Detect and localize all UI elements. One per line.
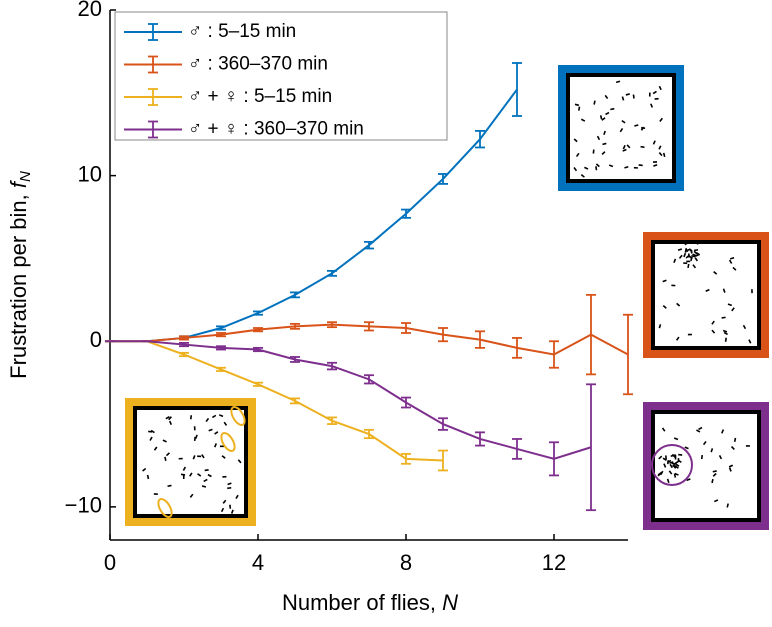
- error-bar: [253, 383, 263, 386]
- error-bar: [438, 418, 448, 430]
- legend-label: ♂ : 360–370 min: [188, 54, 328, 75]
- fly: [674, 474, 675, 478]
- fly: [622, 97, 623, 101]
- error-bar: [623, 315, 633, 395]
- error-bar: [253, 311, 263, 314]
- y-label-sub: N: [17, 171, 34, 182]
- x-axis-label: Number of flies, N: [282, 590, 458, 615]
- fly: [678, 455, 682, 456]
- arena-border: [647, 236, 765, 354]
- y-label-text: Frustration per bin,: [6, 188, 31, 379]
- fly: [165, 457, 166, 461]
- fly: [694, 250, 698, 251]
- fly: [191, 415, 192, 419]
- fly: [634, 125, 638, 126]
- error-bar: [290, 398, 300, 403]
- legend-label: ♂ + ♀ : 360–370 min: [188, 119, 364, 140]
- error-bar: [179, 353, 189, 356]
- fly: [712, 479, 713, 483]
- fly: [205, 470, 209, 471]
- fly: [227, 488, 231, 489]
- fly: [602, 143, 606, 144]
- x-tick-label: 12: [542, 550, 566, 575]
- error-bar: [586, 384, 596, 510]
- legend-label: ♂ + ♀ : 5–15 min: [188, 86, 332, 107]
- fly: [726, 338, 727, 342]
- fly: [626, 94, 630, 95]
- fly: [596, 166, 597, 170]
- fly: [691, 250, 692, 254]
- fly: [624, 167, 628, 168]
- fly: [616, 81, 620, 82]
- error-bar: [512, 63, 522, 116]
- fly: [202, 486, 206, 487]
- y-tick-label: 10: [78, 161, 102, 186]
- x-label-var: N: [442, 590, 458, 615]
- y-tick-label: 0: [90, 327, 102, 352]
- fly: [575, 104, 579, 105]
- fly: [610, 109, 614, 110]
- legend: ♂ : 5–15 min ♂ : 360–370 min ♂ + ♀ : 5–15 …: [115, 12, 447, 140]
- fly: [664, 153, 665, 157]
- fly: [722, 317, 726, 318]
- error-bar: [401, 398, 411, 408]
- fly: [659, 324, 660, 328]
- x-tick-label: 0: [104, 550, 116, 575]
- y-tick-label: −10: [65, 493, 102, 518]
- error-bar: [216, 368, 226, 371]
- fly: [730, 258, 734, 259]
- fly: [713, 471, 717, 472]
- fly: [579, 107, 580, 111]
- legend-label: ♂ : 5–15 min: [188, 21, 296, 42]
- fly: [601, 115, 602, 119]
- fly: [594, 101, 595, 105]
- fly: [148, 475, 149, 479]
- y-axis-label: Frustration per bin, fN: [6, 171, 34, 379]
- x-label-text: Number of flies,: [282, 590, 442, 615]
- fly: [641, 147, 645, 148]
- fly: [668, 479, 669, 483]
- fly: [735, 438, 736, 442]
- fly: [633, 95, 634, 99]
- error-bar: [327, 271, 337, 276]
- arena-border: [562, 69, 680, 187]
- fly: [688, 264, 689, 268]
- x-tick-label: 4: [252, 550, 264, 575]
- fly: [727, 504, 728, 508]
- x-tick-label: 8: [400, 550, 412, 575]
- fly: [168, 485, 172, 486]
- y-tick-label: 20: [78, 0, 102, 21]
- error-bar: [586, 295, 596, 375]
- error-bar: [290, 292, 300, 297]
- fly: [181, 474, 185, 475]
